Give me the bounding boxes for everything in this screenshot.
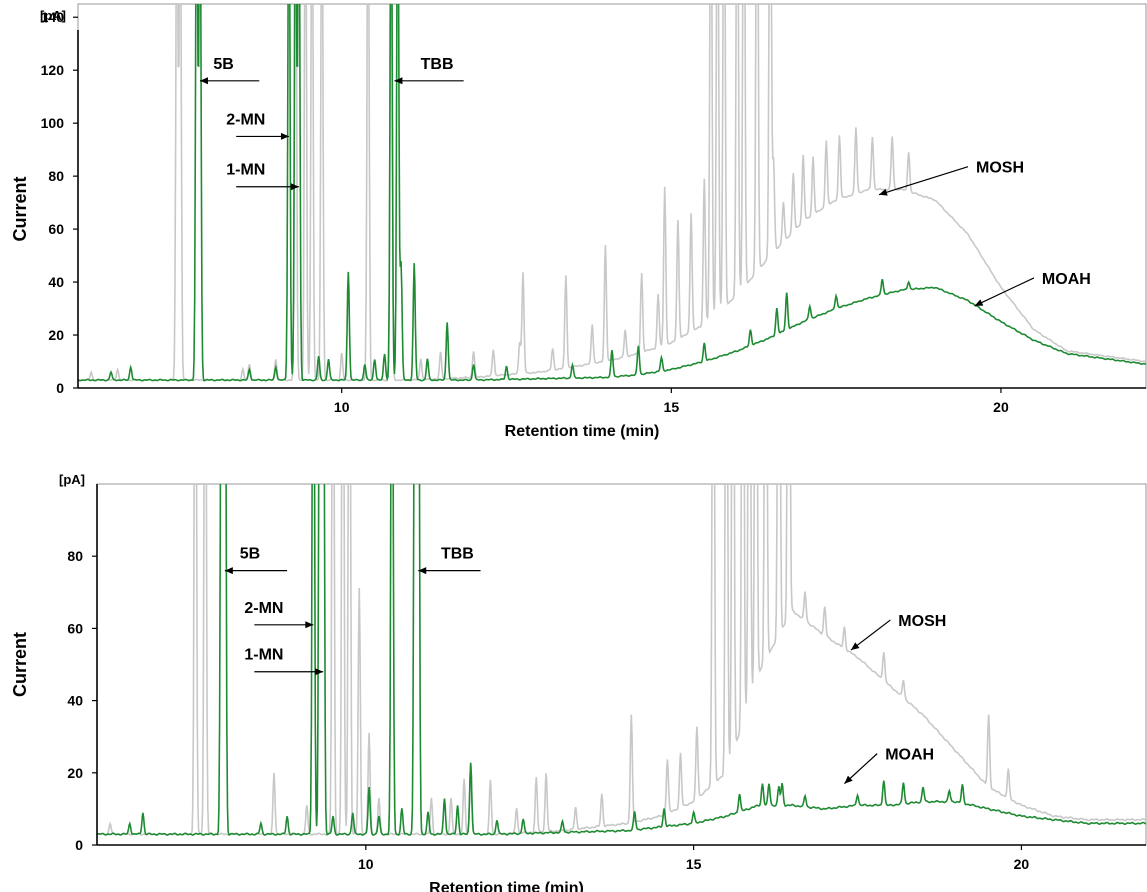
- y-tick-label: 20: [67, 765, 83, 781]
- annotation-label-2-mn: 2-MN: [226, 111, 265, 128]
- y-tick-label: 140: [41, 9, 65, 25]
- plot-frame: [96, 483, 1147, 846]
- annotation-arrow-line: [974, 277, 1035, 307]
- annotation-arrowhead: [280, 132, 289, 140]
- annotation-label-1-mn: 1-MN: [244, 647, 283, 664]
- annotation-arrowhead: [315, 668, 324, 676]
- y-tick-label: 80: [67, 548, 83, 564]
- trace-moah: [78, 4, 1146, 382]
- y-unit-label: [pA]: [40, 8, 66, 23]
- top-chromatogram-panel: 0 20 40 60 80 100 120 140 10 15 20 [pA] Retention ti…: [10, 3, 1147, 440]
- x-tick-label: 20: [1014, 856, 1030, 872]
- y-tick-label: 60: [67, 620, 83, 636]
- x-axis-title: Retention time (min): [429, 880, 584, 892]
- y-tick-label: 60: [48, 221, 64, 237]
- annotation-label-moah: MOAH: [885, 747, 934, 764]
- x-tick-label: 20: [993, 399, 1009, 415]
- annotation-arrow-line: [878, 166, 969, 196]
- annotation-arrowhead: [879, 188, 888, 196]
- y-tick-label: 80: [48, 168, 64, 184]
- annotation-arrowhead: [844, 775, 853, 784]
- annotation-label-1-mn: 1-MN: [226, 162, 265, 179]
- trace-mosh: [97, 484, 1146, 836]
- annotation-arrowhead: [199, 77, 208, 85]
- annotation-label-moah: MOAH: [1042, 271, 1091, 288]
- annotation-label-5b: 5B: [213, 56, 233, 73]
- annotation-arrowhead: [394, 77, 403, 85]
- y-tick-label: 40: [48, 274, 64, 290]
- y-tick-label: 40: [67, 693, 83, 709]
- annotation-label-5b: 5B: [240, 546, 260, 563]
- x-tick-label: 15: [686, 856, 702, 872]
- y-tick-label: 20: [48, 327, 64, 343]
- annotation-label-tbb: TBB: [441, 546, 474, 563]
- annotation-arrowhead: [224, 567, 233, 575]
- y-tick-label: 100: [41, 115, 65, 131]
- y-tick-label: 0: [56, 380, 64, 396]
- bottom-chromatogram-panel: 0 20 40 60 80 10 15 20 [pA] Retention time (min) C…: [10, 472, 1147, 892]
- x-tick-label: 10: [358, 856, 374, 872]
- annotation-label-2-mn: 2-MN: [244, 600, 283, 617]
- annotation-label-mosh: MOSH: [976, 160, 1024, 177]
- x-tick-label: 10: [334, 399, 350, 415]
- annotation-arrowhead: [850, 642, 860, 651]
- y-tick-label: 0: [75, 837, 83, 853]
- trace-moah: [97, 484, 1146, 836]
- annotation-label-tbb: TBB: [421, 56, 454, 73]
- annotation-arrowhead: [418, 567, 427, 575]
- x-axis-title: Retention time (min): [505, 423, 660, 440]
- y-unit-label: [pA]: [59, 472, 85, 487]
- plot-frame: [77, 3, 1147, 389]
- x-tick-label: 15: [664, 399, 680, 415]
- annotation-arrow-line: [850, 619, 891, 651]
- annotation-arrowhead: [974, 299, 984, 306]
- annotation-arrowhead: [290, 183, 299, 191]
- y-axis-title: Current: [10, 632, 30, 697]
- y-tick-label: 120: [41, 62, 65, 78]
- annotation-label-mosh: MOSH: [898, 613, 946, 630]
- annotation-arrowhead: [305, 621, 314, 629]
- y-axis-title: Current: [10, 176, 30, 241]
- trace-mosh: [78, 4, 1146, 382]
